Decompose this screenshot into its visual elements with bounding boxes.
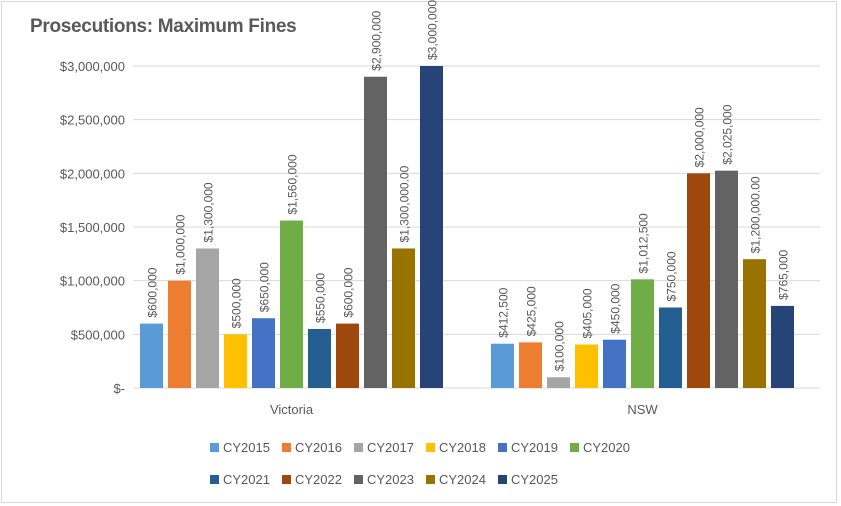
legend-swatch (282, 443, 291, 452)
bar (603, 339, 626, 388)
data-label: $650,000 (258, 262, 272, 312)
data-label: $412,500 (497, 287, 511, 337)
bar (491, 343, 514, 388)
bar (687, 173, 710, 388)
bar (280, 220, 303, 388)
data-label: $1,300,000 (202, 182, 216, 242)
legend-swatch (426, 443, 435, 452)
bar (659, 307, 682, 388)
bar (547, 377, 570, 388)
data-label: $2,025,000 (721, 104, 735, 164)
legend-label: CY2024 (439, 472, 486, 487)
y-tick-label: $2,500,000 (60, 113, 125, 128)
bar (364, 76, 387, 388)
data-label: $765,000 (777, 250, 791, 300)
bar (224, 334, 247, 388)
legend-label: CY2019 (511, 440, 558, 455)
bar (631, 279, 654, 388)
legend-swatch (498, 475, 507, 484)
y-tick-label: $2,000,000 (60, 166, 125, 181)
y-tick-label: $1,000,000 (60, 274, 125, 289)
legend-label: CY2022 (295, 472, 342, 487)
y-tick-label: $- (113, 381, 125, 396)
data-label: $1,300,000.00 (398, 165, 412, 242)
bar (575, 344, 598, 388)
data-label: $1,000,000 (174, 214, 188, 274)
data-label: $2,000,000 (693, 107, 707, 167)
y-tick-label: $3,000,000 (60, 59, 125, 74)
data-label: $550,000 (314, 273, 328, 323)
data-label: $450,000 (609, 283, 623, 333)
data-label: $1,200,000.00 (749, 176, 763, 253)
bar (308, 328, 331, 388)
data-label: $405,000 (581, 288, 595, 338)
legend-label: CY2023 (367, 472, 414, 487)
y-tick-label: $1,500,000 (60, 220, 125, 235)
bar (519, 342, 542, 388)
legend-label: CY2016 (295, 440, 342, 455)
x-tick-label: Victoria (270, 402, 314, 417)
bar (336, 323, 359, 388)
data-label: $1,012,500 (637, 213, 651, 273)
data-label: $600,000 (146, 267, 160, 317)
legend-label: CY2017 (367, 440, 414, 455)
legend-label: CY2021 (223, 472, 270, 487)
legend-label: CY2020 (583, 440, 630, 455)
bar (715, 170, 738, 388)
bar (168, 280, 191, 388)
data-label: $3,000,000 (426, 0, 440, 60)
legend-swatch (354, 475, 363, 484)
chart-title: Prosecutions: Maximum Fines (30, 16, 297, 37)
bar (196, 248, 219, 388)
legend-swatch (210, 475, 219, 484)
legend-swatch (282, 475, 291, 484)
legend-label: CY2015 (223, 440, 270, 455)
data-label: $750,000 (665, 251, 679, 301)
bar (743, 259, 766, 388)
x-tick-label: NSW (627, 402, 658, 417)
bar (392, 248, 415, 388)
bar (252, 318, 275, 388)
legend-label: CY2025 (511, 472, 558, 487)
legend-swatch (426, 475, 435, 484)
legend-label: CY2018 (439, 440, 486, 455)
y-tick-label: $500,000 (71, 327, 125, 342)
legend-swatch (210, 443, 219, 452)
data-label: $100,000 (553, 321, 567, 371)
data-label: $500,000 (230, 278, 244, 328)
data-label: $600,000 (342, 267, 356, 317)
bar (771, 305, 794, 388)
data-label: $2,900,000 (370, 10, 384, 70)
bar (420, 66, 443, 388)
legend-swatch (354, 443, 363, 452)
data-label: $425,000 (525, 286, 539, 336)
bar (140, 323, 163, 388)
legend-swatch (570, 443, 579, 452)
data-label: $1,560,000 (286, 154, 300, 214)
legend-swatch (498, 443, 507, 452)
